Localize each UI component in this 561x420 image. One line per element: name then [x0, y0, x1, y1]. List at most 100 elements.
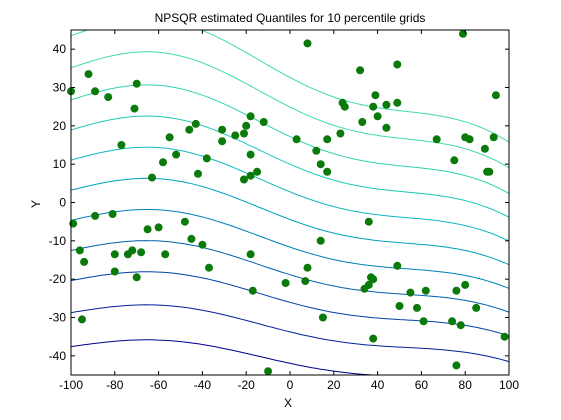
data-point	[393, 60, 402, 69]
data-point	[128, 246, 137, 255]
data-point	[80, 257, 89, 266]
data-point	[485, 167, 494, 176]
data-point	[393, 261, 402, 270]
y-tick-label: -40	[49, 349, 67, 363]
data-point	[91, 87, 100, 96]
data-point	[364, 280, 373, 289]
x-tick-label: -20	[238, 378, 256, 392]
data-point	[240, 175, 248, 184]
data-point	[84, 70, 93, 79]
data-point	[91, 211, 100, 220]
data-point	[161, 250, 170, 259]
data-point	[480, 144, 489, 153]
data-point	[465, 135, 474, 144]
data-point	[292, 135, 301, 144]
chart-title: NPSQR estimated Quantiles for 10 percent…	[155, 11, 426, 25]
data-point	[259, 118, 268, 126]
data-point	[281, 279, 290, 287]
x-tick-label: -80	[106, 378, 124, 392]
data-point	[198, 240, 207, 249]
data-point	[369, 275, 378, 284]
y-tick-label: -10	[49, 234, 67, 248]
data-point	[393, 98, 402, 107]
x-tick-label: 60	[415, 378, 429, 392]
data-point	[110, 267, 119, 276]
data-points	[67, 29, 509, 376]
quantile-curve-11	[71, 30, 509, 143]
quantile-curve-8	[71, 115, 509, 218]
data-point	[456, 321, 465, 330]
y-tick-label: -30	[49, 311, 67, 325]
quantile-curve-2	[71, 304, 509, 363]
data-point	[303, 263, 312, 272]
y-tick-label: 10	[53, 157, 67, 171]
x-axis-title: X	[284, 396, 292, 410]
data-point	[78, 315, 86, 324]
data-point	[69, 219, 78, 228]
data-point	[461, 280, 470, 289]
y-tick-label: -20	[49, 272, 67, 286]
data-point	[413, 303, 421, 312]
data-point	[218, 137, 227, 146]
y-axis-ticks: -40 -30 -20 -10 0 10 20 30 40	[49, 42, 509, 363]
data-point	[395, 302, 404, 310]
data-point	[419, 317, 428, 326]
data-point	[194, 169, 202, 178]
data-point	[253, 167, 262, 176]
data-point	[452, 361, 461, 370]
x-tick-label: 0	[287, 378, 294, 392]
data-point	[316, 236, 325, 245]
data-point	[242, 121, 251, 130]
data-point	[246, 150, 255, 159]
data-point	[202, 154, 211, 163]
y-tick-label: 0	[59, 196, 66, 210]
data-point	[301, 277, 310, 286]
y-tick-label: 20	[53, 119, 67, 133]
data-point	[303, 39, 312, 48]
data-point	[130, 104, 139, 113]
data-point	[165, 133, 174, 142]
x-tick-label: -60	[150, 378, 168, 392]
y-tick-label: 40	[53, 42, 67, 56]
data-point	[154, 223, 163, 232]
data-point	[491, 91, 500, 100]
data-point	[323, 135, 332, 144]
data-point	[358, 118, 367, 126]
data-point	[432, 135, 441, 144]
data-point	[382, 100, 391, 109]
x-tick-label: 20	[327, 378, 341, 392]
data-point	[191, 119, 200, 128]
data-point	[500, 332, 509, 341]
data-point	[187, 234, 196, 243]
data-point	[373, 112, 382, 121]
data-point	[371, 91, 380, 100]
data-point	[459, 29, 467, 38]
data-point	[180, 217, 189, 226]
data-point	[356, 66, 365, 75]
quantile-curve-1	[71, 339, 380, 375]
data-point	[246, 250, 255, 259]
data-point	[117, 141, 126, 149]
y-tick-label: 30	[53, 81, 67, 95]
quantile-curve-7	[71, 146, 509, 242]
x-tick-label: 40	[371, 378, 385, 392]
data-point	[132, 273, 141, 282]
data-point	[472, 303, 481, 312]
quantile-contours	[71, 30, 509, 375]
data-point	[369, 334, 378, 343]
data-point	[421, 286, 430, 295]
x-tick-label: 100	[499, 378, 519, 392]
data-point	[336, 129, 345, 138]
y-axis-title: Y	[29, 200, 43, 208]
data-point	[264, 367, 273, 376]
data-point	[185, 125, 194, 134]
data-point	[450, 156, 459, 165]
data-point	[240, 129, 248, 138]
quantile-curve-4	[71, 240, 509, 313]
data-point	[137, 248, 146, 257]
data-point	[231, 131, 240, 140]
quantile-curve-6	[71, 177, 509, 266]
data-point	[172, 150, 181, 159]
